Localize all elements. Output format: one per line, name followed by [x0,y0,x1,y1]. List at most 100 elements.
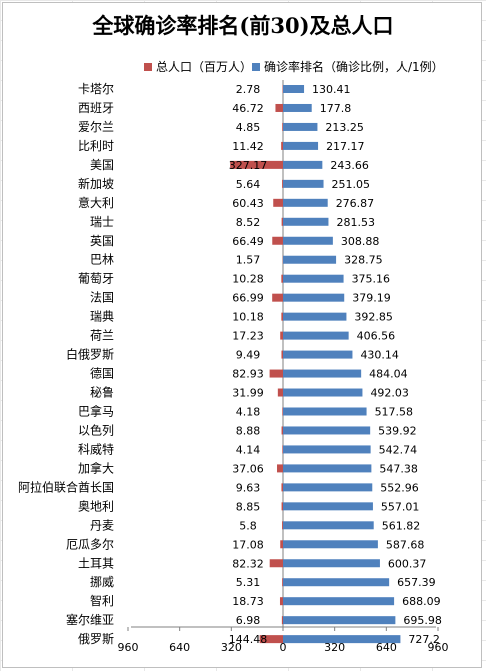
legend-item-population: 总人口（百万人） [144,58,252,75]
category-label: 英国 [90,234,114,248]
category-label: 意大利 [78,195,114,210]
category-label: 新加坡 [78,176,114,191]
x-tick-label: 640 [169,641,190,654]
category-label: 卡塔尔 [78,81,114,96]
bar-population [277,464,283,473]
bar-rate [283,388,363,397]
data-label-rate: 688.09 [402,595,441,608]
bar-rate [283,141,319,150]
bar-population [280,540,283,549]
data-label-population: 4.14 [236,443,261,456]
category-label: 德国 [90,366,114,381]
data-label-population: 5.64 [236,178,261,191]
bar-rate [283,312,347,321]
data-label-rate: 406.56 [357,330,396,343]
data-label-population: 11.42 [232,140,264,153]
bar-population [281,141,283,150]
bar-population [272,293,283,302]
bar-rate [283,635,401,644]
category-label: 奥地利 [78,499,114,513]
data-label-population: 66.99 [232,292,264,305]
bar-population [281,502,283,511]
bar-rate [283,255,337,264]
bar-population [281,483,283,492]
bar-rate [283,293,345,302]
x-tick-label: 320 [221,641,242,654]
category-label: 葡萄牙 [78,272,114,286]
data-label-population: 4.18 [236,405,261,418]
bar-population [281,217,283,226]
bar-population [259,635,283,644]
bar-population [282,407,283,416]
data-label-population: 9.63 [236,481,261,494]
data-label-population: 17.23 [232,330,264,343]
data-label-rate: 557.01 [381,500,420,513]
category-label: 瑞典 [90,310,114,324]
bar-population [281,426,283,435]
category-label: 俄罗斯 [78,632,114,646]
bar-population [269,369,283,378]
bar-rate [283,160,323,169]
category-label: 白俄罗斯 [66,347,114,362]
category-label: 比利时 [78,139,114,153]
data-label-population: 5.8 [239,519,257,532]
data-label-rate: 542.74 [379,443,418,456]
bar-rate [283,179,324,188]
data-label-population: 10.28 [232,273,264,286]
data-label-rate: 539.92 [378,424,417,437]
legend-swatch-population [144,62,152,71]
data-label-rate: 392.85 [354,311,393,324]
data-label-rate: 177.8 [320,102,352,115]
bar-rate [283,502,373,511]
bar-population [282,255,284,264]
bar-rate [283,483,373,492]
category-label: 厄瓜多尔 [66,536,114,551]
data-label-rate: 328.75 [344,254,383,267]
data-label-rate: 379.19 [352,292,391,305]
bar-population [269,559,283,568]
data-label-population: 17.08 [232,538,264,551]
bar-population [281,350,283,359]
category-label: 挪威 [90,575,114,589]
data-label-population: 1.57 [236,254,261,267]
bar-population [282,445,283,454]
data-label-population: 2.78 [236,83,261,96]
bar-population [281,274,283,283]
category-label: 西班牙 [78,101,114,115]
data-label-rate: 492.03 [370,387,409,400]
category-label: 阿拉伯联合酋长国 [18,479,114,494]
bar-rate [283,103,312,112]
bar-population [282,179,283,188]
bar-rate [283,445,371,454]
category-label: 爱尔兰 [78,119,114,134]
bar-population [272,236,283,245]
x-tick-label: 960 [118,641,139,654]
bar-rate [283,407,367,416]
data-label-rate: 600.37 [388,557,427,570]
category-label: 法国 [90,291,114,305]
bar-population [281,312,283,321]
bar-rate [283,217,329,226]
data-label-population: 18.73 [232,595,264,608]
data-label-population: 144.48 [229,633,268,646]
data-label-rate: 561.82 [382,519,421,532]
category-label: 丹麦 [90,518,114,532]
bar-population [277,388,283,397]
x-tick-label: 960 [428,641,449,654]
bar-rate [283,236,333,245]
data-label-rate: 308.88 [341,235,380,248]
data-label-population: 8.85 [236,500,261,513]
bar-population [282,521,283,530]
data-label-population: 31.99 [232,387,264,400]
bar-rate [283,597,395,606]
chart-title: 全球确诊率排名(前30)及总人口 [92,13,394,38]
data-label-rate: 517.58 [375,405,414,418]
data-label-population: 37.06 [232,462,264,475]
x-tick-label: 320 [324,641,345,654]
data-label-rate: 547.38 [379,462,418,475]
bar-rate [283,331,349,340]
data-label-rate: 657.39 [397,576,436,589]
category-label: 以色列 [78,423,114,437]
